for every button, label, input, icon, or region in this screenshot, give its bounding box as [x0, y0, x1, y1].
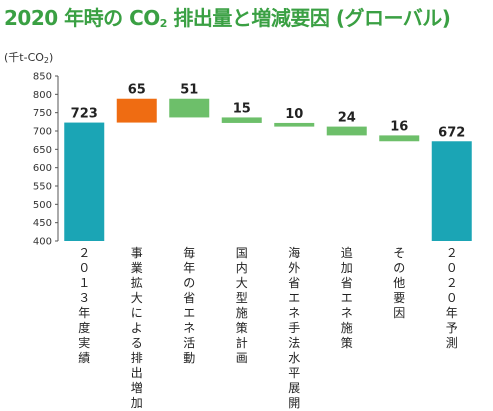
y-tick-label: 700 [33, 127, 52, 138]
bar-value-label: 51 [180, 83, 198, 98]
decrease-bar [274, 122, 315, 127]
y-tick-label: 600 [33, 163, 52, 174]
bar-value-label: 672 [438, 125, 465, 140]
y-tick-label: 750 [33, 108, 52, 119]
y-tick-label: 450 [33, 218, 52, 229]
x-category-label: 海外省エネ手法水平展開 [288, 246, 301, 410]
x-category-label: 国内大型施策計画 [235, 246, 248, 365]
bar-value-label: 15 [233, 101, 251, 116]
x-category-label: ２０２０年予測 [445, 246, 458, 350]
total-bar [431, 141, 472, 241]
bar-value-label: 24 [338, 111, 356, 126]
x-category-label: その他要因 [393, 246, 406, 320]
bar-value-label: 723 [71, 107, 98, 122]
y-tick-label: 650 [33, 145, 52, 156]
x-category-label: 事業拡大による排出増加 [130, 246, 143, 410]
x-category-label: 追加省エネ施策 [340, 246, 353, 350]
y-tick-label: 800 [33, 90, 52, 101]
y-tick-label: 550 [33, 182, 52, 193]
chart-title: 2020 年時の CO2 排出量と増減要因 (グローバル) [4, 6, 451, 30]
x-category-label: 毎年の省エネ活動 [183, 246, 196, 365]
chart-axes: 400 450 500 550 600 650 700 750 800 850 [33, 72, 59, 248]
y-axis-unit-label: (千t-CO2) [4, 51, 54, 65]
bar-value-label: 16 [390, 119, 408, 134]
decrease-bar [326, 126, 367, 136]
y-tick-label: 850 [33, 72, 52, 83]
y-tick-label: 500 [33, 200, 52, 211]
bar-value-label: 65 [128, 83, 146, 98]
chart-value-labels: 723 65 51 15 10 24 16 672 [71, 83, 466, 141]
increase-bar [116, 98, 157, 123]
chart-bars [64, 98, 472, 241]
x-category-label: ２０１３年度実績 [78, 246, 91, 365]
y-tick-label: 400 [33, 237, 52, 248]
decrease-bar [379, 135, 420, 142]
total-bar [64, 122, 105, 241]
bar-value-label: 10 [285, 107, 303, 122]
decrease-bar [169, 98, 210, 118]
decrease-bar [221, 117, 262, 123]
